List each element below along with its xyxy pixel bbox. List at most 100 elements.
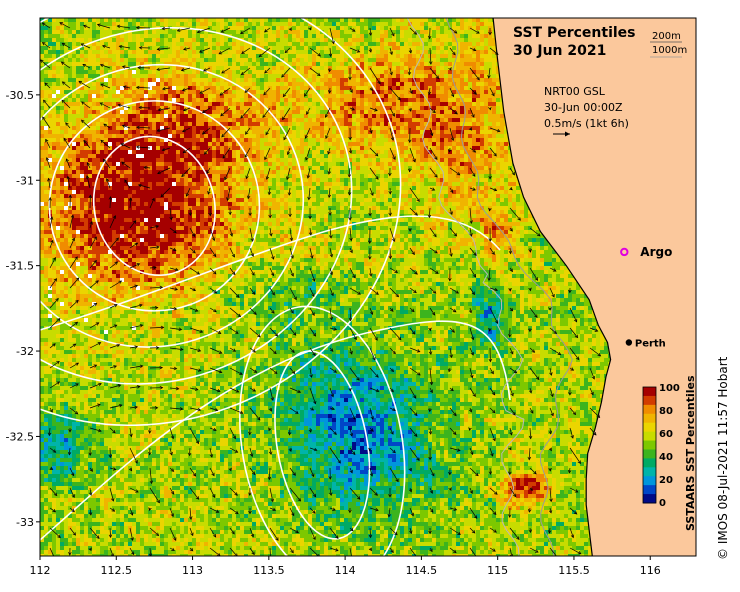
sst-cell xyxy=(196,182,200,186)
sst-cell xyxy=(152,94,156,98)
sst-cell xyxy=(164,158,168,162)
sst-cell xyxy=(460,82,464,86)
sst-cell xyxy=(304,62,308,66)
sst-cell xyxy=(164,98,168,102)
sst-cell xyxy=(312,70,316,74)
sst-cell xyxy=(312,114,316,118)
sst-cell xyxy=(44,62,48,66)
sst-cell xyxy=(276,122,280,126)
sst-cell xyxy=(332,82,336,86)
sst-cell xyxy=(60,42,64,46)
sst-cell xyxy=(440,146,444,150)
sst-cell xyxy=(488,50,492,54)
sst-cell xyxy=(256,66,260,70)
sst-cell xyxy=(228,22,232,26)
sst-cell xyxy=(284,114,288,118)
sst-cell xyxy=(472,78,476,82)
sst-cell xyxy=(164,54,168,58)
sst-cell xyxy=(316,178,320,182)
sst-cell xyxy=(364,154,368,158)
sst-cell xyxy=(80,98,84,102)
sst-cell xyxy=(284,154,288,158)
sst-cell xyxy=(96,166,100,170)
sst-cell xyxy=(488,114,492,118)
sst-cell xyxy=(256,150,260,154)
sst-cell xyxy=(464,70,468,74)
sst-cell xyxy=(232,50,236,54)
sst-cell xyxy=(452,174,456,178)
sst-cell xyxy=(84,26,88,30)
sst-cell xyxy=(212,178,216,182)
sst-cell xyxy=(428,42,432,46)
sst-cell xyxy=(208,94,212,98)
sst-cell xyxy=(272,154,276,158)
sst-cell xyxy=(424,174,428,178)
sst-cell xyxy=(184,158,188,162)
sst-cell xyxy=(476,38,480,42)
sst-cell xyxy=(384,46,388,50)
sst-cell xyxy=(264,58,268,62)
sst-cell xyxy=(356,118,360,122)
sst-cell xyxy=(208,78,212,82)
sst-cell xyxy=(120,50,124,54)
sst-cell xyxy=(400,94,404,98)
sst-cell xyxy=(248,170,252,174)
sst-cell xyxy=(192,46,196,50)
sst-cell xyxy=(184,118,188,122)
sst-cell xyxy=(396,50,400,54)
sst-cell xyxy=(400,122,404,126)
sst-cell xyxy=(188,134,192,138)
sst-cell xyxy=(56,106,60,110)
sst-cell xyxy=(80,86,84,90)
sst-cell xyxy=(456,82,460,86)
sst-cell xyxy=(324,74,328,78)
sst-cell xyxy=(216,182,220,186)
sst-cell xyxy=(184,66,188,70)
sst-cell xyxy=(280,174,284,178)
sst-cell xyxy=(424,38,428,42)
sst-cell xyxy=(136,30,140,34)
sst-cell xyxy=(44,102,48,106)
sst-cell xyxy=(204,162,208,166)
sst-cell xyxy=(400,138,404,142)
sst-cell xyxy=(68,78,72,82)
sst-cell xyxy=(148,130,152,134)
sst-cell xyxy=(288,58,292,62)
sst-cell xyxy=(72,122,76,126)
sst-cell xyxy=(316,166,320,170)
sst-cell xyxy=(216,98,220,102)
sst-cell xyxy=(332,162,336,166)
sst-cell xyxy=(312,110,316,114)
sst-cell xyxy=(404,134,408,138)
sst-cell xyxy=(100,118,104,122)
sst-cell xyxy=(392,150,396,154)
sst-cell xyxy=(72,46,76,50)
sst-cell xyxy=(424,78,428,82)
sst-cell xyxy=(424,66,428,70)
sst-cell xyxy=(492,154,496,158)
sst-cell xyxy=(460,150,464,154)
sst-cell xyxy=(244,86,248,90)
sst-cell xyxy=(76,54,80,58)
sst-cell xyxy=(60,38,64,42)
sst-cell xyxy=(444,146,448,150)
sst-cell xyxy=(72,86,76,90)
sst-cell xyxy=(140,178,144,182)
sst-cell xyxy=(124,110,128,114)
sst-cell xyxy=(476,102,480,106)
sst-cell xyxy=(224,22,228,26)
sst-cell xyxy=(296,130,300,134)
sst-cell xyxy=(300,78,304,82)
sst-cell xyxy=(120,130,124,134)
sst-cell xyxy=(100,70,104,74)
sst-cell xyxy=(52,126,56,130)
sst-cell xyxy=(444,46,448,50)
sst-cell xyxy=(196,18,200,22)
sst-cell xyxy=(144,18,148,22)
sst-cell xyxy=(156,54,160,58)
sst-cell xyxy=(260,178,264,182)
sst-cell xyxy=(48,134,52,138)
sst-cell xyxy=(364,150,368,154)
sst-cell xyxy=(72,134,76,138)
sst-cell xyxy=(280,98,284,102)
